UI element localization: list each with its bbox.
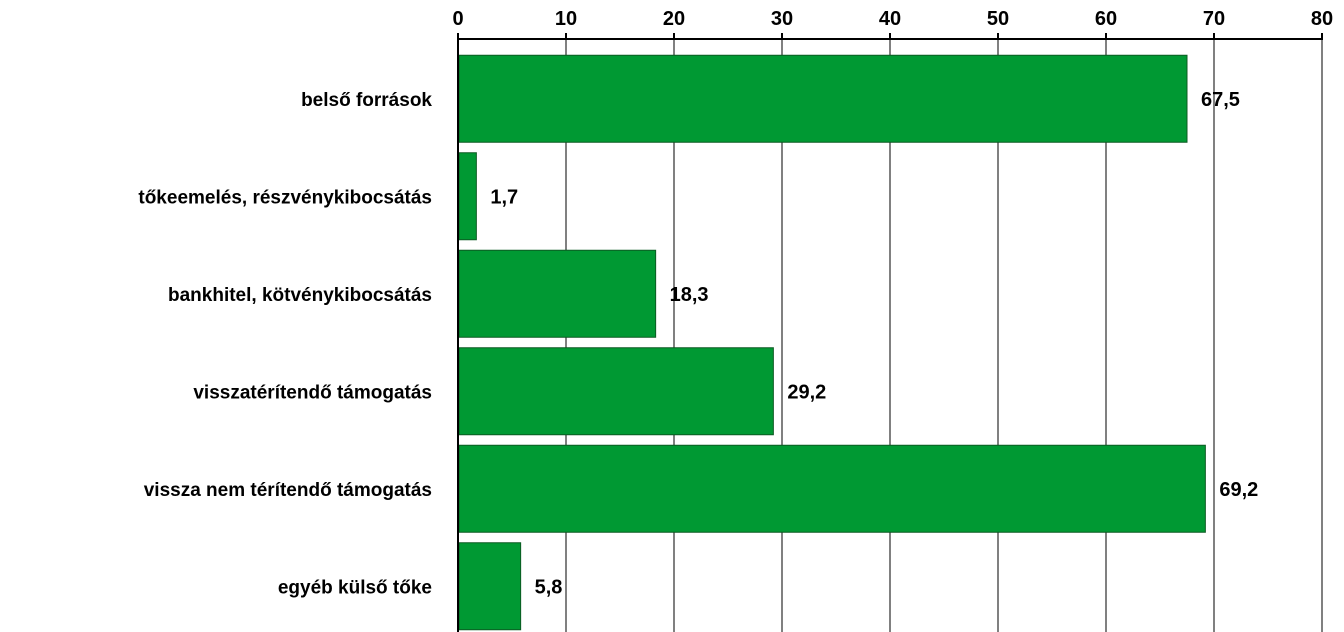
category-label: visszatérítendő támogatás: [193, 382, 432, 403]
category-label: tőkeemelés, részvénykibocsátás: [138, 187, 432, 208]
category-label: belső források: [301, 90, 432, 111]
data-label: 69,2: [1219, 479, 1258, 501]
data-label: 18,3: [670, 284, 709, 306]
x-tick-labels: 0 10 20 30 40 50 60 70 80: [452, 8, 1333, 30]
axes: [457, 33, 1323, 632]
x-tick-label: 40: [879, 8, 901, 30]
bar: [458, 54, 1188, 143]
category-label: bankhitel, kötvénykibocsátás: [168, 285, 432, 306]
data-label: 1,7: [490, 186, 518, 208]
x-tick-label: 20: [663, 8, 685, 30]
bars: [458, 54, 1206, 631]
category-labels: belső források tőkeemelés, részvénykibocs…: [138, 90, 432, 599]
bar: [458, 444, 1206, 533]
data-labels: 67,5 1,7 18,3 29,2 69,2 5,8: [490, 89, 1258, 599]
x-tick-label: 60: [1095, 8, 1117, 30]
x-tick-label: 0: [452, 8, 463, 30]
category-label: vissza nem térítendő támogatás: [144, 480, 432, 501]
data-label: 5,8: [535, 576, 563, 598]
bar: [458, 152, 477, 241]
data-label: 29,2: [787, 381, 826, 403]
data-label: 67,5: [1201, 89, 1240, 111]
x-tick-label: 80: [1311, 8, 1333, 30]
category-label: egyéb külső tőke: [278, 577, 432, 598]
bar: [458, 347, 774, 436]
x-tick-label: 50: [987, 8, 1009, 30]
bar: [458, 249, 657, 338]
x-tick-label: 30: [771, 8, 793, 30]
x-tick-label: 10: [555, 8, 577, 30]
bar: [458, 542, 522, 631]
x-tick-label: 70: [1203, 8, 1225, 30]
